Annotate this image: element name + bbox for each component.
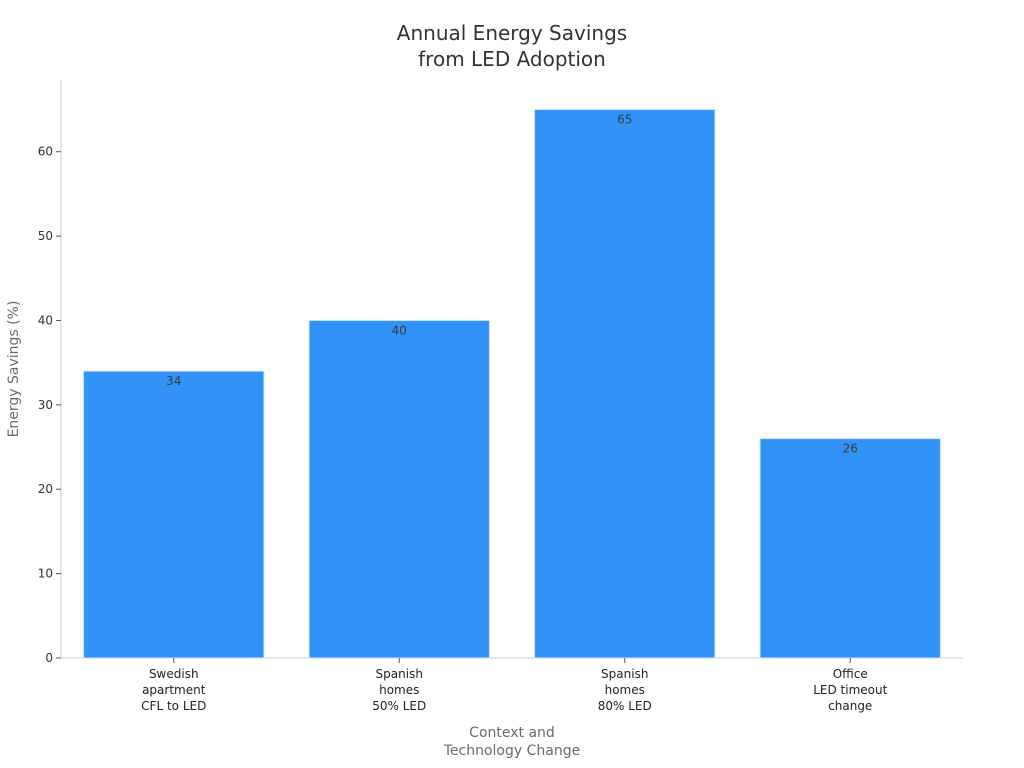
x-category-label: Spanish homes 80% LED — [598, 667, 652, 713]
x-category-label-line: apartment — [142, 683, 206, 697]
x-category-label-line: homes — [605, 683, 645, 697]
y-tick-label: 20 — [38, 482, 53, 496]
bar — [759, 438, 941, 659]
x-axis-title-line-1: Context and — [469, 725, 555, 741]
x-category-label: Swedish apartment CFL to LED — [141, 667, 206, 713]
chart-title: Annual Energy Savings from LED Adoption — [397, 21, 627, 71]
chart-title-line-1: Annual Energy Savings — [397, 21, 627, 45]
bar-value-label: 34 — [166, 374, 181, 388]
y-tick-label: 50 — [38, 229, 53, 243]
x-category-label-line: 80% LED — [598, 699, 652, 713]
x-axis-title-line-2: Technology Change — [443, 743, 580, 759]
plot-area: 0 10 20 30 40 50 60 34 40 65 26 Swedish apartment C… — [38, 80, 963, 713]
chart-title-line-2: from LED Adoption — [418, 47, 606, 71]
bar-value-labels: 34 40 65 26 — [166, 113, 858, 456]
x-category-label-line: Swedish — [149, 667, 199, 681]
x-axis-title: Context and Technology Change — [443, 725, 580, 759]
y-axis-title: Energy Savings (%) — [6, 301, 22, 438]
x-category-label-line: CFL to LED — [141, 699, 206, 713]
y-tick-label: 10 — [38, 567, 53, 581]
x-category-label-line: change — [828, 699, 872, 713]
y-tick-label: 30 — [38, 398, 53, 412]
x-category-label-line: Office — [833, 667, 868, 681]
bars — [83, 109, 941, 659]
x-category-label-line: 50% LED — [372, 699, 426, 713]
x-axis-category-labels: Swedish apartment CFL to LED Spanish homes 50… — [141, 658, 888, 713]
bar-value-label: 65 — [617, 113, 632, 127]
x-category-label-line: Spanish — [601, 667, 648, 681]
bar — [534, 109, 716, 659]
x-category-label-line: LED timeout — [813, 683, 887, 697]
y-tick-label: 60 — [38, 145, 53, 159]
x-category-label-line: Spanish — [376, 667, 423, 681]
x-category-label: Spanish homes 50% LED — [372, 667, 426, 713]
x-category-label: Office LED timeout change — [813, 667, 887, 713]
y-axis-ticks: 0 10 20 30 40 50 60 — [38, 145, 61, 665]
bar — [308, 319, 490, 659]
y-tick-label: 0 — [45, 651, 53, 665]
bar-value-label: 26 — [843, 442, 858, 456]
bar — [83, 370, 265, 659]
y-tick-label: 40 — [38, 313, 53, 327]
bar-value-label: 40 — [392, 323, 407, 337]
x-category-label-line: homes — [379, 683, 419, 697]
